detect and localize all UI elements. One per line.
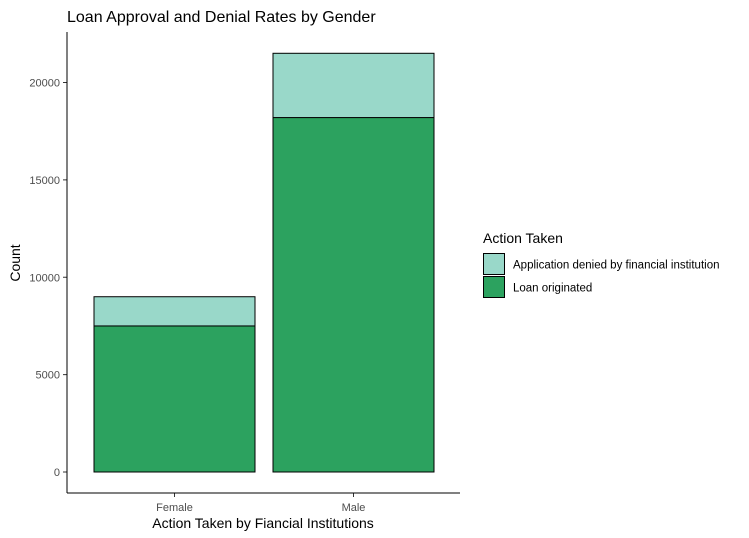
y-tick-label: 15000 bbox=[29, 175, 60, 187]
bar-female-application-denied-by-financial-institution bbox=[93, 296, 256, 327]
y-tick-label: 20000 bbox=[29, 78, 60, 90]
legend-key bbox=[483, 276, 505, 298]
x-tick-label-female: Female bbox=[156, 502, 193, 514]
y-axis-ticks: 0 5000 10000 15000 20000 bbox=[29, 78, 67, 479]
legend-key bbox=[483, 253, 505, 275]
y-tick-label: 10000 bbox=[29, 272, 60, 284]
bar-male-loan-originated bbox=[272, 117, 435, 473]
legend-label: Application denied by financial institut… bbox=[513, 260, 720, 272]
legend-title: Action Taken bbox=[483, 230, 563, 246]
x-axis-ticks: Female Male bbox=[156, 493, 365, 514]
y-axis-label: Count bbox=[7, 244, 23, 281]
y-tick-label: 0 bbox=[54, 467, 60, 479]
bar-male-application-denied-by-financial-institution bbox=[272, 52, 435, 119]
bars bbox=[93, 52, 435, 473]
x-tick-label-male: Male bbox=[342, 502, 366, 514]
legend-label: Loan originated bbox=[513, 283, 592, 295]
y-tick-label: 5000 bbox=[36, 370, 60, 382]
legend: Action Taken Application denied by finan… bbox=[483, 230, 720, 298]
bar-female-loan-originated bbox=[93, 325, 256, 473]
x-axis-label: Action Taken by Fiancial Institutions bbox=[152, 515, 374, 531]
legend-items: Application denied by financial institut… bbox=[483, 253, 720, 298]
chart-title: Loan Approval and Denial Rates by Gender bbox=[67, 9, 376, 26]
